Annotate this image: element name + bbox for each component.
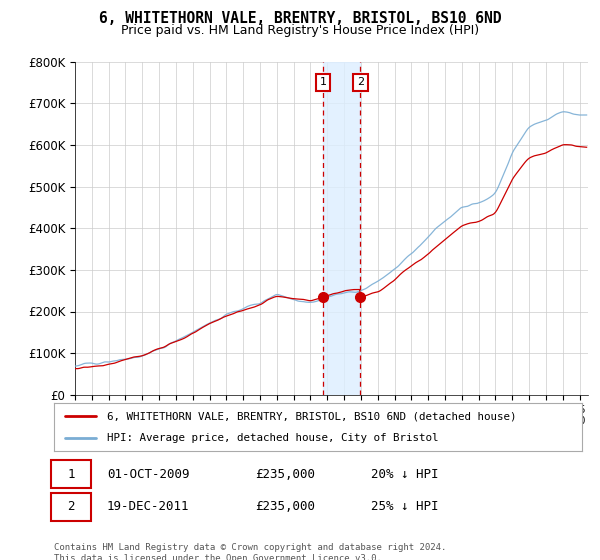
Text: 20% ↓ HPI: 20% ↓ HPI <box>371 468 438 481</box>
Text: Contains HM Land Registry data © Crown copyright and database right 2024.
This d: Contains HM Land Registry data © Crown c… <box>54 543 446 560</box>
Text: Price paid vs. HM Land Registry's House Price Index (HPI): Price paid vs. HM Land Registry's House … <box>121 24 479 37</box>
Text: 2: 2 <box>357 77 364 87</box>
FancyBboxPatch shape <box>52 493 91 521</box>
FancyBboxPatch shape <box>52 460 91 488</box>
Text: 1: 1 <box>67 468 74 481</box>
Text: 2: 2 <box>67 500 74 514</box>
Text: £235,000: £235,000 <box>254 500 314 514</box>
Bar <box>323 62 361 395</box>
Text: 6, WHITETHORN VALE, BRENTRY, BRISTOL, BS10 6ND (detached house): 6, WHITETHORN VALE, BRENTRY, BRISTOL, BS… <box>107 411 516 421</box>
Text: 19-DEC-2011: 19-DEC-2011 <box>107 500 190 514</box>
Text: 1: 1 <box>320 77 326 87</box>
Text: 01-OCT-2009: 01-OCT-2009 <box>107 468 190 481</box>
Text: 6, WHITETHORN VALE, BRENTRY, BRISTOL, BS10 6ND: 6, WHITETHORN VALE, BRENTRY, BRISTOL, BS… <box>99 11 501 26</box>
Text: £235,000: £235,000 <box>254 468 314 481</box>
Text: HPI: Average price, detached house, City of Bristol: HPI: Average price, detached house, City… <box>107 433 438 443</box>
Text: 25% ↓ HPI: 25% ↓ HPI <box>371 500 438 514</box>
